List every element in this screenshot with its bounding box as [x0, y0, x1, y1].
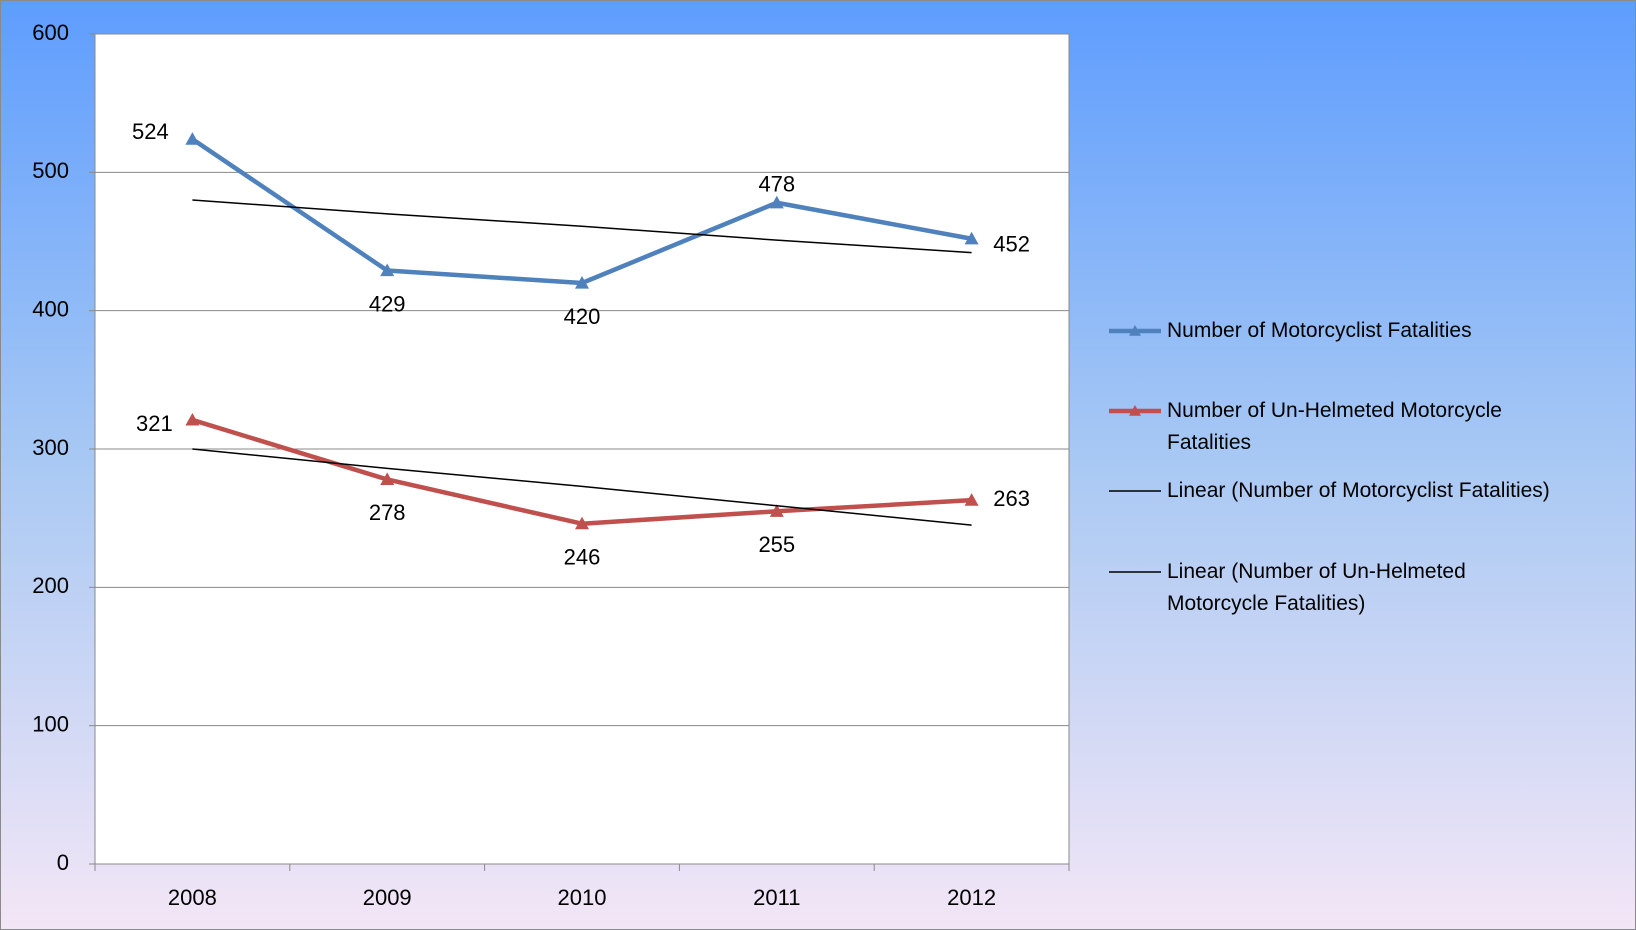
marker — [380, 472, 395, 486]
marker — [185, 132, 200, 145]
data-label: 278 — [369, 500, 406, 525]
marker — [769, 504, 784, 517]
y-tick-label: 400 — [32, 296, 69, 321]
x-tick-label: 2009 — [363, 885, 412, 910]
legend-marker — [1129, 405, 1141, 416]
legend-label: Linear (Number of Un-Helmeted Motorcycle… — [1167, 560, 1466, 615]
legend-label: Number of Motorcyclist Fatalities — [1167, 319, 1472, 342]
y-tick-label: 100 — [32, 711, 69, 736]
x-tick-label: 2012 — [947, 885, 996, 910]
y-tick-label: 500 — [32, 158, 69, 183]
data-label: 478 — [758, 172, 795, 197]
data-label: 255 — [758, 532, 795, 557]
marker — [185, 412, 200, 426]
legend-label: Number of Un-Helmeted Motorcycle Fatalit… — [1167, 399, 1502, 454]
data-label: 429 — [369, 291, 406, 316]
data-label: 321 — [136, 411, 173, 436]
trend-line — [192, 448, 972, 526]
marker — [575, 276, 589, 289]
x-tick-label: 2011 — [753, 885, 800, 910]
y-tick-label: 600 — [32, 20, 69, 45]
legend-label: Linear (Number of Motorcyclist Fatalitie… — [1167, 479, 1550, 502]
x-tick-label: 2008 — [168, 885, 217, 910]
legend-marker — [1129, 325, 1141, 336]
marker — [964, 493, 979, 506]
marker — [964, 231, 979, 245]
data-label: 263 — [993, 486, 1030, 511]
marker — [575, 516, 589, 530]
data-label: 420 — [564, 304, 601, 329]
data-label: 452 — [993, 232, 1030, 257]
trend-line — [192, 199, 972, 254]
y-tick-label: 200 — [32, 573, 69, 598]
data-label: 246 — [564, 545, 601, 570]
data-label: 524 — [132, 119, 169, 144]
x-tick-label: 2010 — [558, 885, 607, 910]
y-tick-label: 300 — [32, 435, 69, 460]
y-tick-label: 0 — [57, 850, 69, 875]
marker — [380, 263, 395, 277]
marker — [769, 195, 784, 209]
